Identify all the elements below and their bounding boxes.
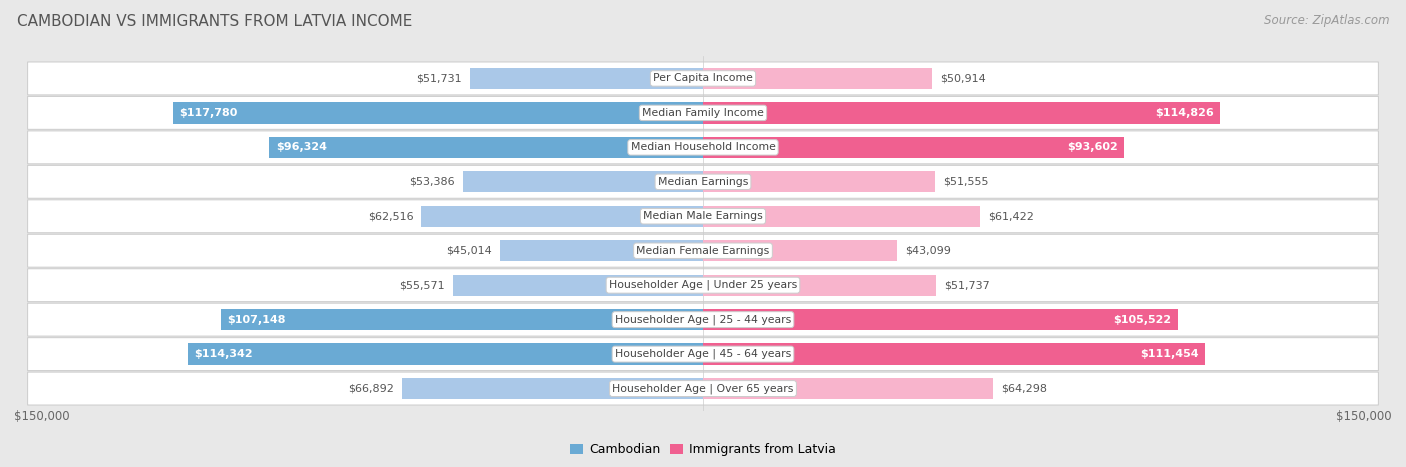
Text: $150,000: $150,000 (1336, 410, 1392, 423)
FancyBboxPatch shape (28, 165, 1378, 198)
Text: $114,342: $114,342 (194, 349, 253, 359)
FancyBboxPatch shape (28, 200, 1378, 233)
FancyBboxPatch shape (28, 338, 1378, 371)
Text: Per Capita Income: Per Capita Income (652, 73, 754, 84)
Text: Median Family Income: Median Family Income (643, 108, 763, 118)
Bar (703, 205, 980, 227)
Text: $66,892: $66,892 (347, 383, 394, 394)
Text: $61,422: $61,422 (987, 211, 1033, 221)
Text: $111,454: $111,454 (1140, 349, 1198, 359)
Text: $51,737: $51,737 (943, 280, 990, 290)
Text: $55,571: $55,571 (399, 280, 444, 290)
Text: $51,731: $51,731 (416, 73, 463, 84)
Text: $45,014: $45,014 (447, 246, 492, 256)
Text: $96,324: $96,324 (276, 142, 326, 152)
Text: $53,386: $53,386 (409, 177, 454, 187)
Text: $93,602: $93,602 (1067, 142, 1118, 152)
Text: $105,522: $105,522 (1114, 315, 1171, 325)
Text: Source: ZipAtlas.com: Source: ZipAtlas.com (1264, 14, 1389, 27)
Text: $64,298: $64,298 (1001, 383, 1046, 394)
Bar (173, 102, 703, 124)
FancyBboxPatch shape (28, 96, 1378, 129)
Text: $51,555: $51,555 (943, 177, 988, 187)
Text: $62,516: $62,516 (368, 211, 413, 221)
Text: $107,148: $107,148 (226, 315, 285, 325)
Text: Median Household Income: Median Household Income (630, 142, 776, 152)
Bar (703, 240, 897, 262)
Bar (463, 171, 703, 192)
Bar (470, 68, 703, 89)
FancyBboxPatch shape (28, 372, 1378, 405)
Text: Median Earnings: Median Earnings (658, 177, 748, 187)
Text: Householder Age | 45 - 64 years: Householder Age | 45 - 64 years (614, 349, 792, 359)
Text: Householder Age | Over 65 years: Householder Age | Over 65 years (612, 383, 794, 394)
Bar (422, 205, 703, 227)
Bar (501, 240, 703, 262)
Text: Median Female Earnings: Median Female Earnings (637, 246, 769, 256)
Text: $50,914: $50,914 (941, 73, 986, 84)
Text: Householder Age | Under 25 years: Householder Age | Under 25 years (609, 280, 797, 290)
Legend: Cambodian, Immigrants from Latvia: Cambodian, Immigrants from Latvia (565, 439, 841, 461)
Bar (221, 309, 703, 330)
FancyBboxPatch shape (28, 269, 1378, 302)
Bar (703, 68, 932, 89)
FancyBboxPatch shape (28, 234, 1378, 267)
Bar (703, 275, 936, 296)
Bar (453, 275, 703, 296)
Text: Median Male Earnings: Median Male Earnings (643, 211, 763, 221)
Bar (188, 343, 703, 365)
Bar (703, 137, 1125, 158)
Bar (270, 137, 703, 158)
Text: Householder Age | 25 - 44 years: Householder Age | 25 - 44 years (614, 314, 792, 325)
Text: $114,826: $114,826 (1154, 108, 1213, 118)
Text: $117,780: $117,780 (179, 108, 238, 118)
Text: CAMBODIAN VS IMMIGRANTS FROM LATVIA INCOME: CAMBODIAN VS IMMIGRANTS FROM LATVIA INCO… (17, 14, 412, 29)
FancyBboxPatch shape (28, 131, 1378, 164)
Bar (703, 171, 935, 192)
Text: $43,099: $43,099 (905, 246, 950, 256)
Bar (703, 343, 1205, 365)
FancyBboxPatch shape (28, 62, 1378, 95)
Bar (703, 309, 1178, 330)
Bar (402, 378, 703, 399)
Text: $150,000: $150,000 (14, 410, 70, 423)
Bar (703, 378, 993, 399)
FancyBboxPatch shape (28, 303, 1378, 336)
Bar (703, 102, 1220, 124)
